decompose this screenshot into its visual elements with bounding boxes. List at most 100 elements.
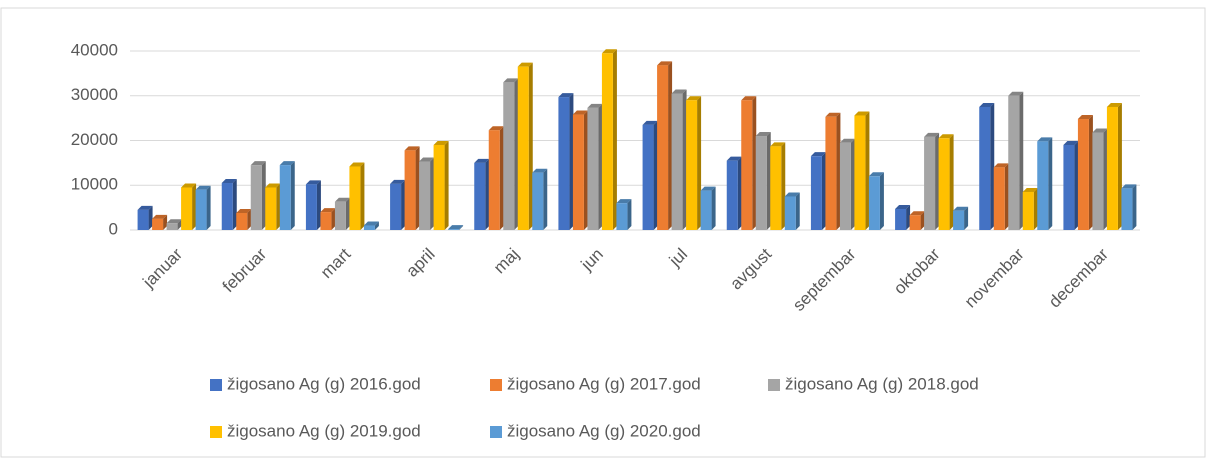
bar [953,210,965,230]
bar [404,150,416,230]
bar [433,144,445,230]
bar-top [517,62,533,67]
bar-top [334,197,350,202]
bar-top [363,221,379,226]
bar [152,218,164,230]
bar-top [404,146,420,151]
bar-side [192,183,197,230]
bar [726,160,738,230]
bar-top [825,112,841,117]
bar-side [177,219,182,230]
bar-side [276,183,281,230]
bar-top [488,126,504,131]
bar [532,172,544,230]
bar [1037,141,1049,230]
bar [558,97,570,230]
bar [349,166,361,230]
bar-side [148,205,153,230]
bar-top [726,156,742,161]
bar-side [598,103,603,230]
bar-top [572,110,588,115]
bar [1106,106,1118,230]
legend-label: žigosano Ag (g) 2020.god [507,421,701,440]
bar [221,183,233,230]
bar-side [850,138,855,230]
legend-label: žigosano Ag (g) 2017.god [507,374,701,393]
bar [488,130,500,230]
y-tick-label: 40000 [71,40,118,59]
bar [236,212,248,230]
bar [755,136,767,230]
bar [1092,132,1104,230]
bar-side [781,142,786,230]
bar [363,225,375,230]
bar-top [657,61,673,66]
bar-top [448,225,464,230]
bar-top [349,162,365,167]
bar-side [1103,128,1108,230]
bar [1077,119,1089,230]
bar [671,93,683,230]
bar-top [993,163,1009,168]
y-tick-label: 10000 [71,175,118,194]
bar-top [854,111,870,116]
bar-side [444,140,449,230]
bar-top [924,132,940,137]
bar-side [612,49,617,230]
bar [1022,191,1034,230]
bar-top [953,206,969,211]
bar [166,223,178,230]
legend-swatch [768,379,780,391]
bar-top [868,172,884,177]
bar [503,82,515,230]
bar [938,138,950,230]
bar-top [305,180,321,185]
bar-top [279,161,295,166]
bar-top [909,211,925,216]
bar-side [360,162,365,230]
bar-side [583,110,588,230]
bar [587,107,599,230]
bar-top [474,158,490,163]
bar-side [569,93,574,230]
bar-side [737,156,742,230]
bar-side [668,61,673,230]
bar-top [1063,140,1079,145]
bar-top [587,103,603,108]
bar-top [601,49,617,54]
bar [700,190,712,230]
bar-top [839,138,855,143]
bar-top [265,183,281,188]
bar-side [247,208,252,230]
bar-side [1132,184,1137,230]
bar-top [181,183,197,188]
bar-top [1092,128,1108,133]
bar-top [741,96,757,101]
bar [839,142,851,230]
bar-side [920,211,925,230]
legend-swatch [490,379,502,391]
bar-top [221,179,237,184]
bar-side [543,168,548,230]
bar-top [810,152,826,157]
bar-top [671,89,687,94]
legend-label: žigosano Ag (g) 2019.god [227,421,421,440]
bar [1121,188,1133,230]
legend-label: žigosano Ag (g) 2018.god [785,374,979,393]
bar-top [166,219,182,224]
bar [784,196,796,230]
bar-side [990,102,995,230]
bar-top [195,185,211,190]
bar-side [865,111,870,230]
bar-side [261,161,266,230]
bar-top [700,186,716,191]
bar-top [1037,137,1053,142]
bar-side [711,186,716,230]
bar-side [206,185,211,230]
bar [770,146,782,230]
bar [572,114,584,230]
bar [181,187,193,230]
bar-side [401,179,406,230]
bar-side [430,157,435,230]
bar [909,215,921,230]
